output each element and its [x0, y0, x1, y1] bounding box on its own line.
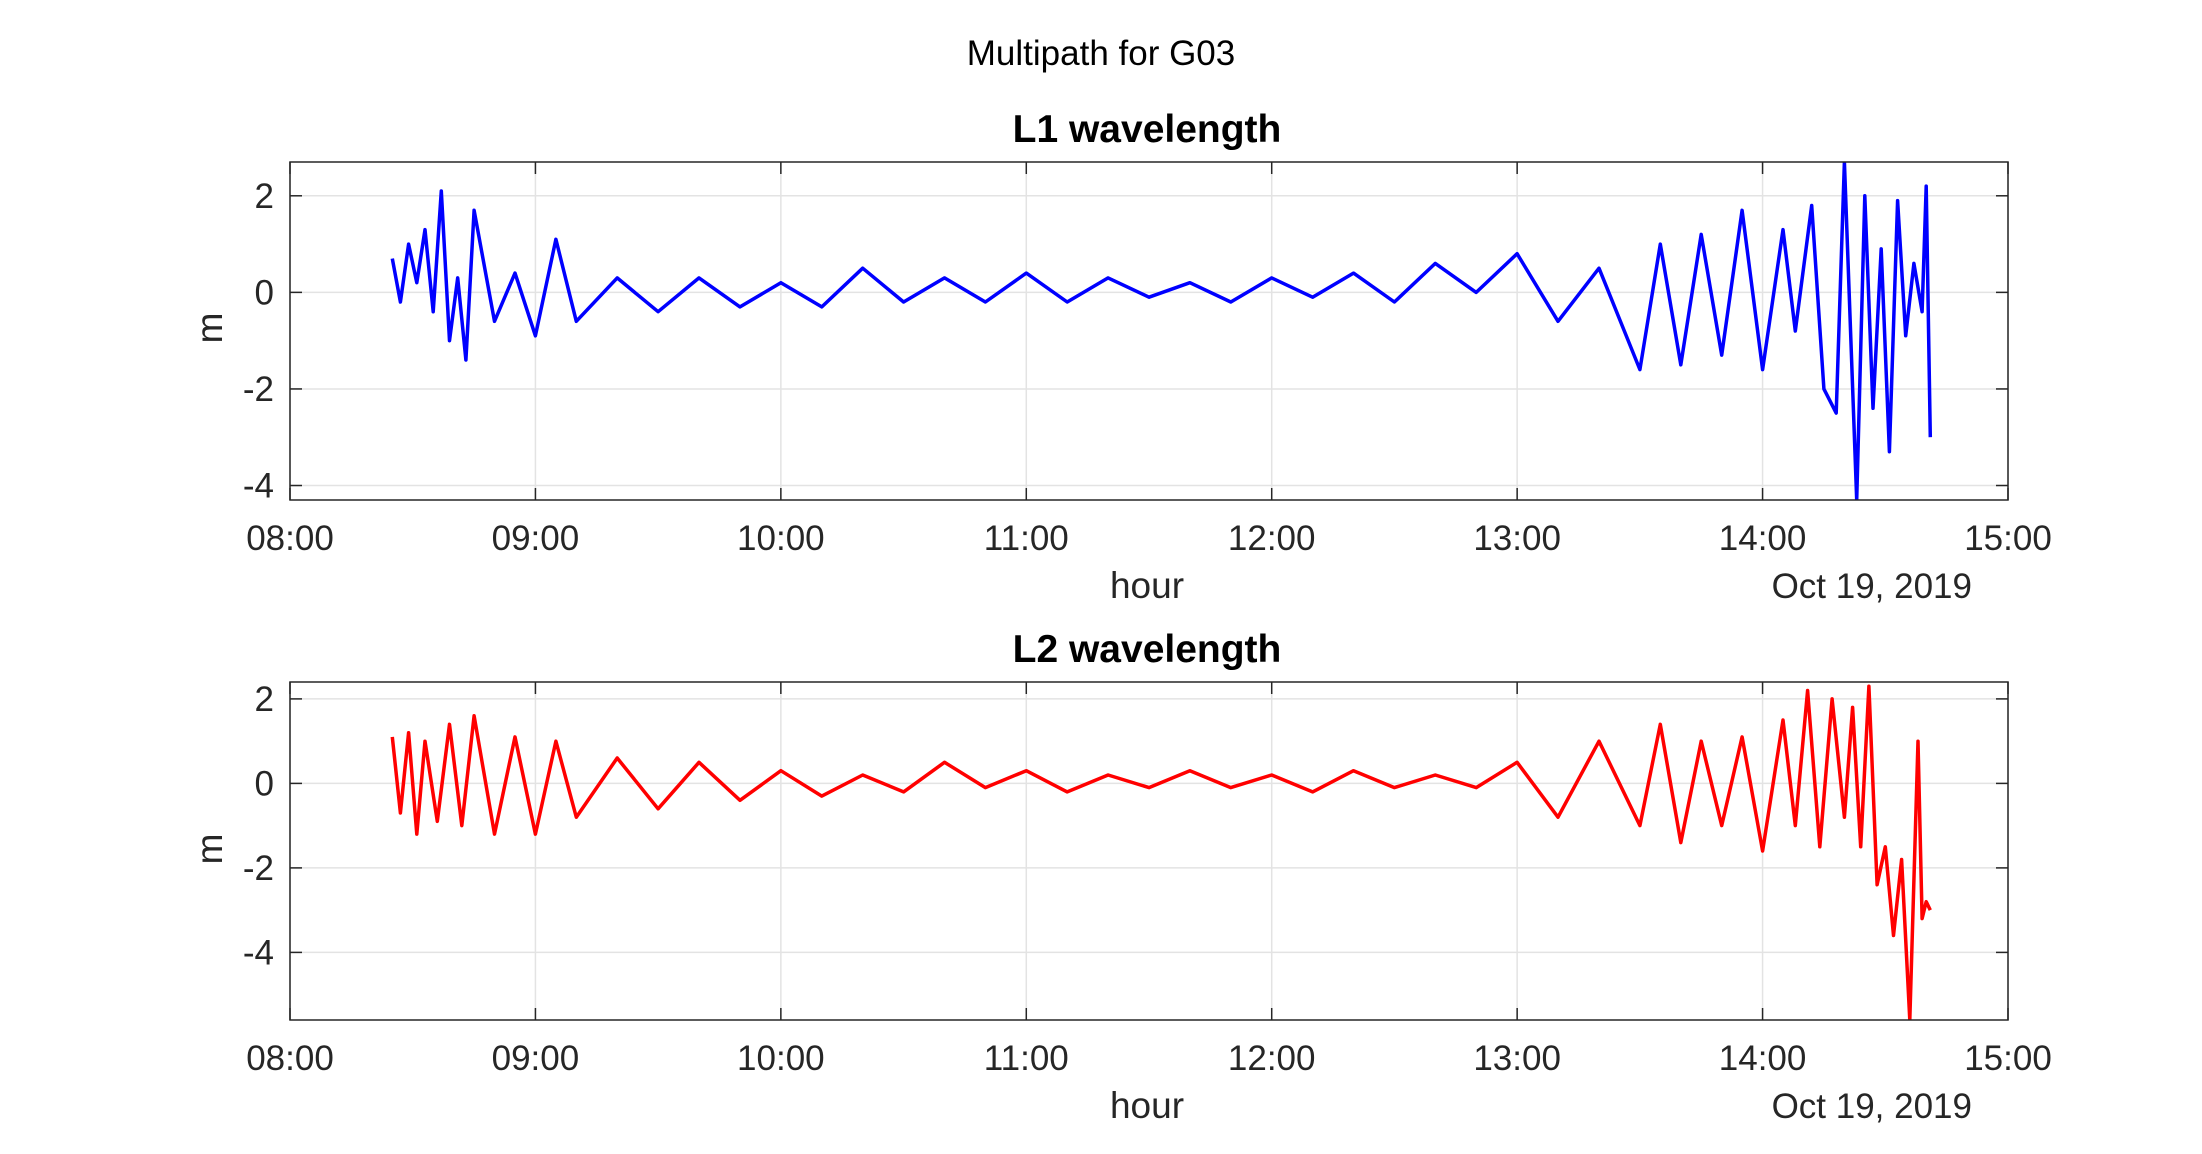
l1-x-tick-label: 08:00 — [246, 519, 334, 558]
figure-title: Multipath for G03 — [966, 34, 1236, 73]
l1-plot-area — [290, 162, 2008, 500]
l1-y-tick-label: -4 — [243, 467, 274, 506]
l2-y-axis-label: m — [189, 834, 230, 865]
l1-x-tick-label: 09:00 — [492, 519, 580, 558]
l2-x-tick-label: 10:00 — [737, 1039, 825, 1078]
l2-x-axis-label: hour — [1110, 1085, 1184, 1126]
l1-x-tick-label: 13:00 — [1473, 519, 1561, 558]
l2-plot-area — [290, 682, 2008, 1020]
l2-y-ticks: -4 -2 0 2 — [243, 680, 274, 973]
l1-y-tick-label: 0 — [255, 273, 274, 312]
l1-y-axis-label: m — [189, 313, 230, 344]
l2-axes-box — [289, 681, 2009, 1021]
l2-series — [390, 684, 1932, 1020]
l1-x-tick-label: 11:00 — [984, 519, 1069, 558]
l1-y-tick-label: 2 — [255, 177, 274, 216]
l1-axes-frame — [289, 161, 2009, 501]
l1-y-ticks: -4 -2 0 2 — [243, 177, 274, 506]
l2-title: L2 wavelength — [1013, 628, 1282, 671]
l2-x-tick-label: 12:00 — [1228, 1039, 1316, 1078]
l1-x-tick-label: 12:00 — [1228, 519, 1316, 558]
l1-axes-box — [289, 161, 2009, 501]
l2-x-tick-label: 08:00 — [246, 1039, 334, 1078]
l1-series-line — [390, 162, 1933, 500]
l1-x-tick-label: 15:00 — [1964, 519, 2052, 558]
l1-x-axis-label: hour — [1110, 565, 1184, 606]
l2-y-tick-label: -2 — [243, 849, 274, 888]
l2-panel: L2 wavelength -4 -2 0 2 08:00 09:00 10:00 11:0… — [189, 628, 2052, 1126]
l2-axes-frame — [289, 681, 2009, 1021]
l1-grid — [289, 162, 2009, 500]
l2-x-tick-label: 15:00 — [1964, 1039, 2052, 1078]
l2-date-label: Oct 19, 2019 — [1772, 1087, 1972, 1126]
l2-x-tick-label: 14:00 — [1719, 1039, 1807, 1078]
l2-series-line — [390, 684, 1932, 1020]
l1-title: L1 wavelength — [1013, 108, 1282, 151]
l2-y-tick-label: 2 — [255, 680, 274, 719]
l2-x-ticks: 08:00 09:00 10:00 11:00 12:00 13:00 14:00 15:00 — [246, 1039, 2052, 1078]
l1-x-tick-label: 14:00 — [1719, 519, 1807, 558]
l2-y-tick-label: 0 — [255, 764, 274, 803]
l1-series — [390, 162, 1933, 500]
l2-x-tick-label: 11:00 — [984, 1039, 1069, 1078]
l1-x-ticks: 08:00 09:00 10:00 11:00 12:00 13:00 14:00 15:00 — [246, 519, 2052, 558]
l1-x-tick-label: 10:00 — [737, 519, 825, 558]
l2-y-tick-label: -4 — [243, 933, 274, 972]
l2-grid — [289, 682, 2009, 1020]
l2-x-tick-label: 09:00 — [492, 1039, 580, 1078]
l2-x-tick-label: 13:00 — [1473, 1039, 1561, 1078]
l1-date-label: Oct 19, 2019 — [1772, 567, 1972, 606]
l1-y-tick-label: -2 — [243, 370, 274, 409]
l1-panel: L1 wavelength -4 -2 0 2 08:00 09:00 10:00 11:0… — [189, 108, 2052, 606]
